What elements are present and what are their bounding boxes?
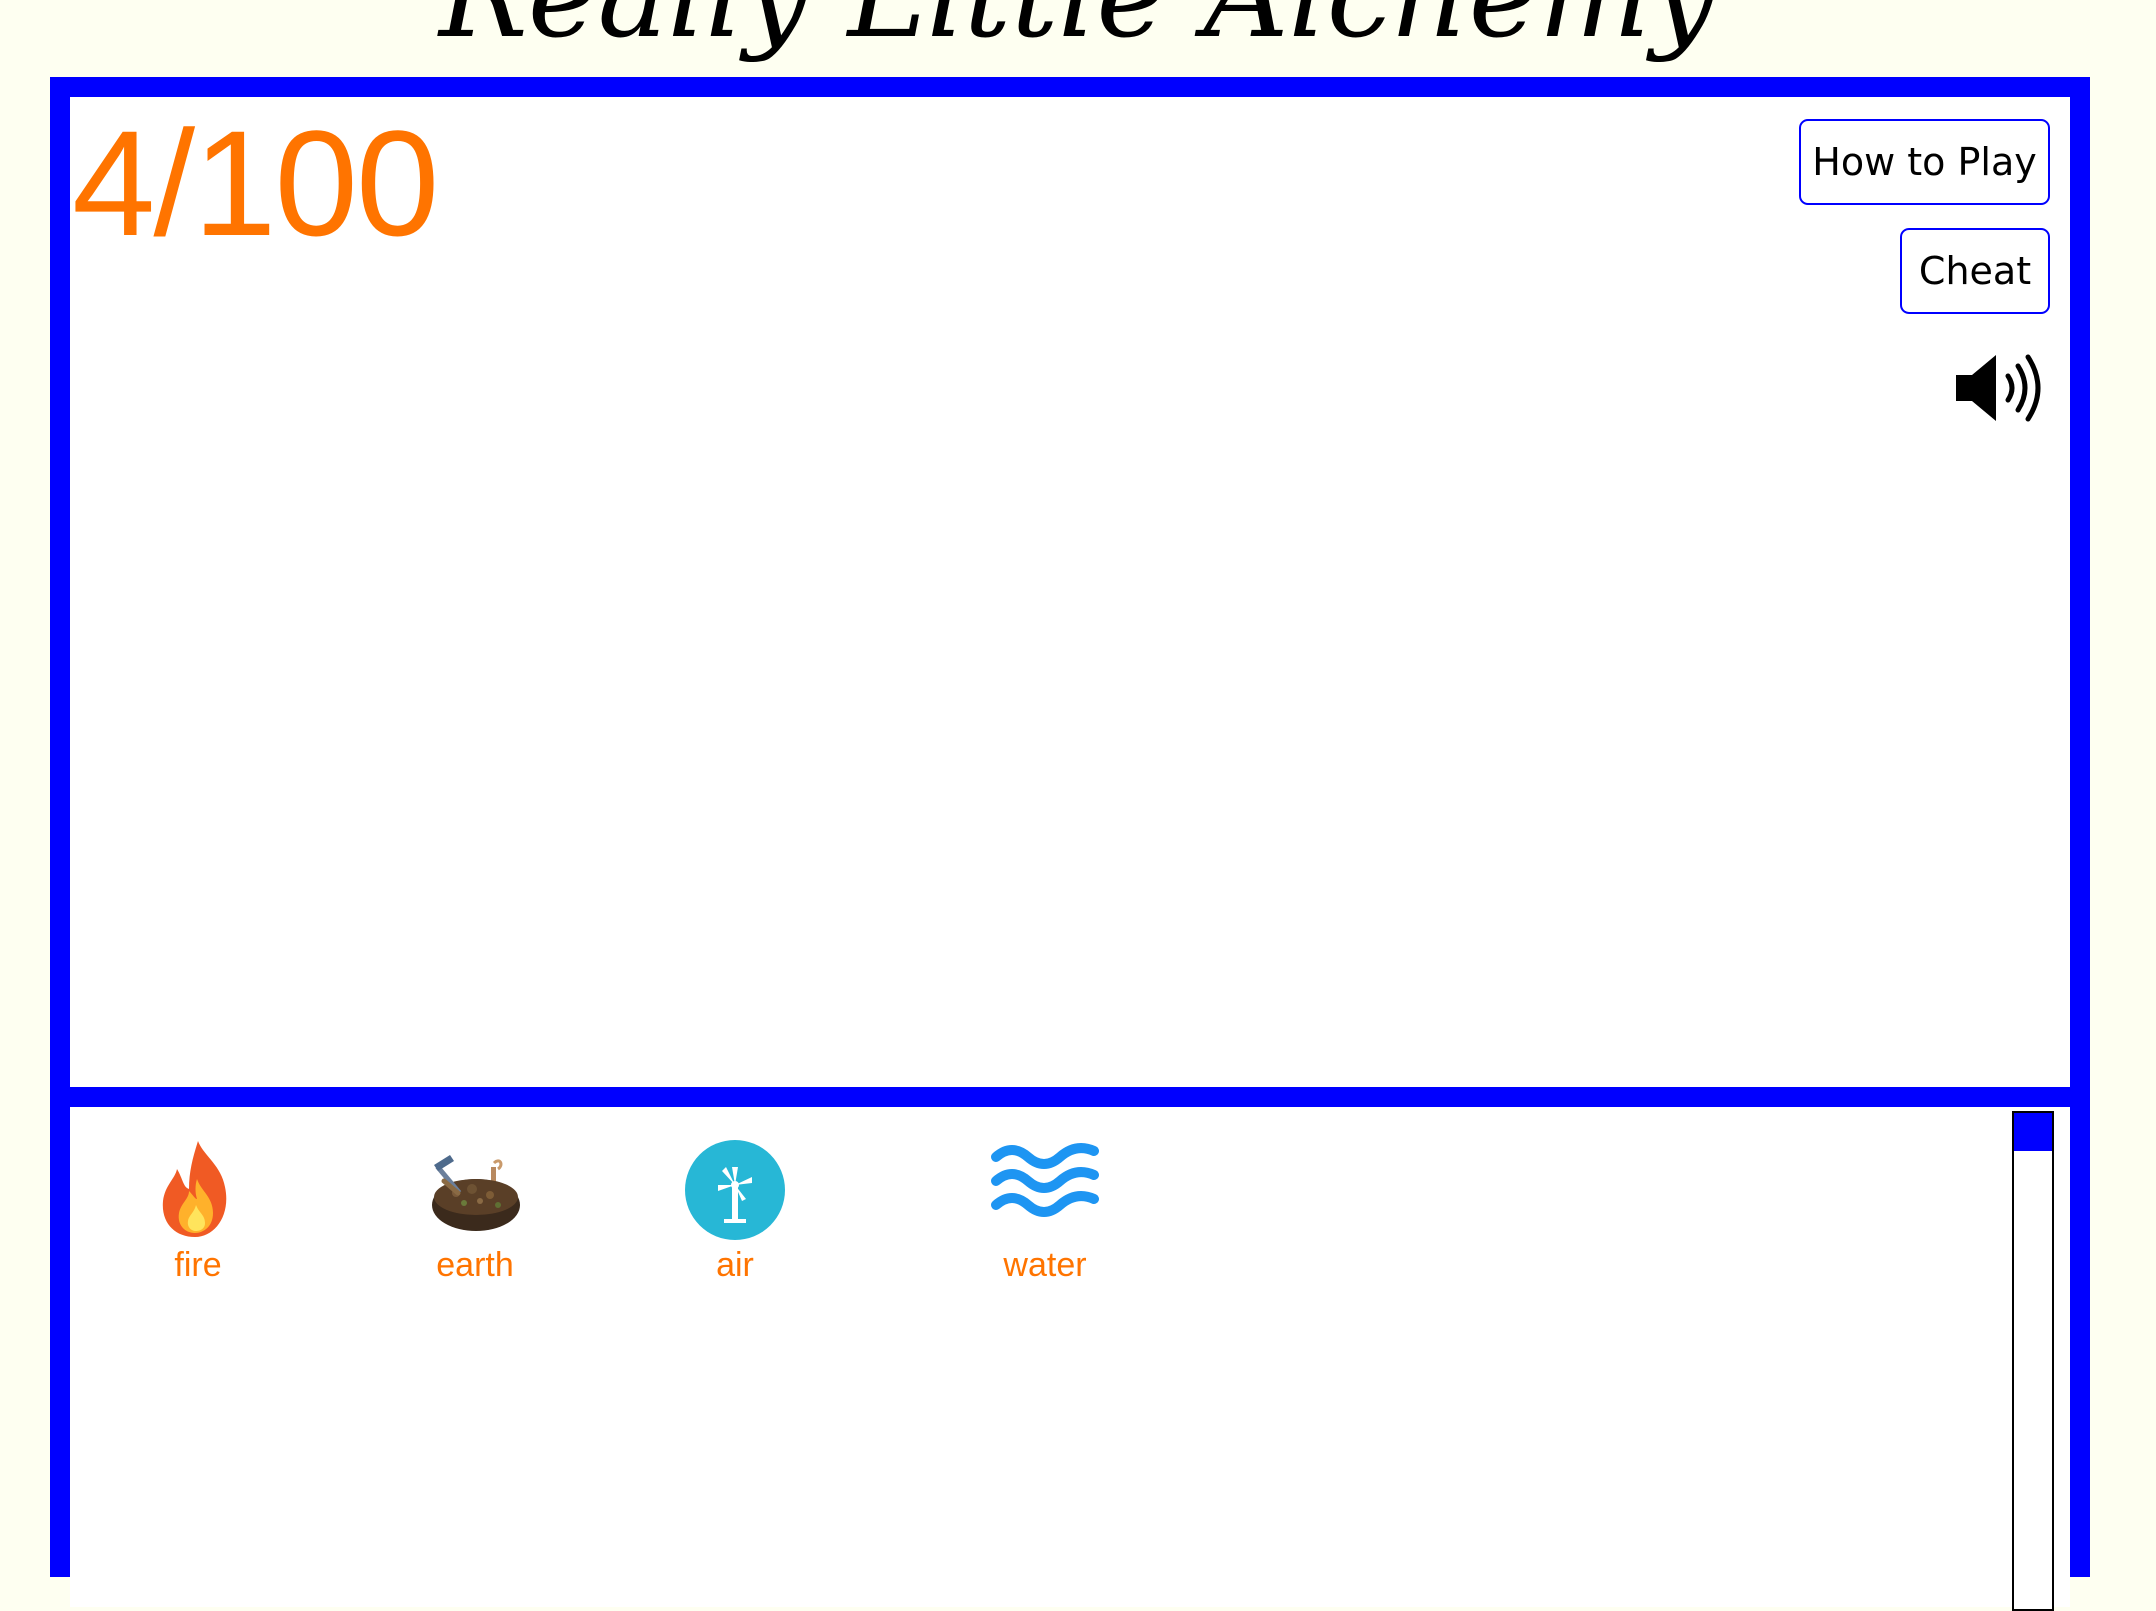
earth-icon (432, 1155, 520, 1231)
inventory-scrollbar[interactable] (2012, 1111, 2054, 1611)
air-icon (685, 1140, 785, 1240)
element-label: air (716, 1246, 754, 1284)
element-fire[interactable]: fire (138, 1135, 258, 1285)
element-water[interactable]: water (985, 1135, 1105, 1285)
element-earth[interactable]: earth (415, 1135, 535, 1285)
element-label: earth (436, 1246, 514, 1284)
discovery-counter: 4/100 (72, 99, 439, 267)
game-title: Really Little Alchemy (0, 0, 2156, 60)
element-air[interactable]: air (675, 1135, 795, 1285)
speaker-on-icon[interactable] (1952, 349, 2046, 427)
workspace-area[interactable]: 4/100 How to Play Cheat (70, 97, 2070, 1087)
element-label: fire (174, 1246, 222, 1284)
element-label: water (1003, 1246, 1087, 1284)
game-frame: 4/100 How to Play Cheat fire (50, 77, 2090, 1611)
how-to-play-button[interactable]: How to Play (1799, 119, 2050, 205)
fire-icon (162, 1141, 227, 1237)
cheat-button[interactable]: Cheat (1900, 228, 2050, 314)
scrollbar-thumb[interactable] (2014, 1113, 2052, 1151)
element-inventory: fire earth (70, 1107, 2070, 1611)
water-icon (991, 1143, 1099, 1217)
